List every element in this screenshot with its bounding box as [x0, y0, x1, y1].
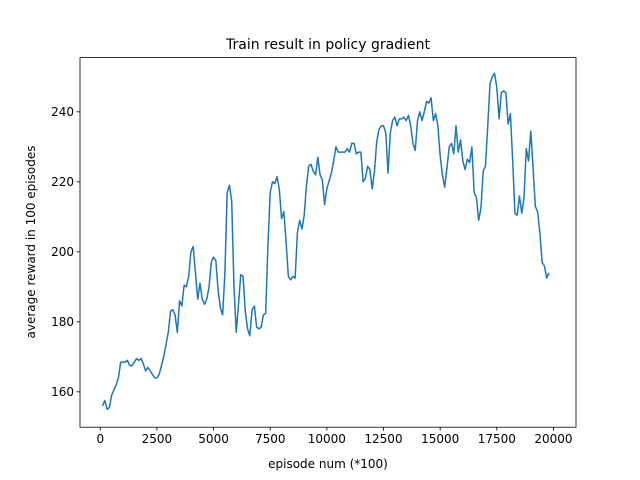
x-axis-label: episode num (*100): [268, 457, 388, 471]
data-line: [101, 72, 550, 411]
x-tick-label: 10000: [308, 432, 346, 446]
y-tick-label: 160: [51, 385, 74, 399]
y-axis-label: average reward in 100 episodes: [24, 146, 38, 339]
x-tick-label: 17500: [478, 432, 516, 446]
plot-frame: [79, 57, 577, 428]
x-tick-label: 7500: [255, 432, 286, 446]
x-tick-label: 12500: [364, 432, 402, 446]
x-tick-label: 0: [96, 432, 104, 446]
x-tick-label: 15000: [421, 432, 459, 446]
x-tick-label: 2500: [142, 432, 173, 446]
chart-title: Train result in policy gradient: [225, 37, 430, 53]
y-tick-label: 180: [51, 315, 74, 329]
x-tick-label: 20000: [534, 432, 572, 446]
y-tick-label: 220: [51, 175, 74, 189]
y-tick-label: 200: [51, 245, 74, 259]
x-tick-label: 5000: [198, 432, 229, 446]
y-tick-label: 240: [51, 105, 74, 119]
